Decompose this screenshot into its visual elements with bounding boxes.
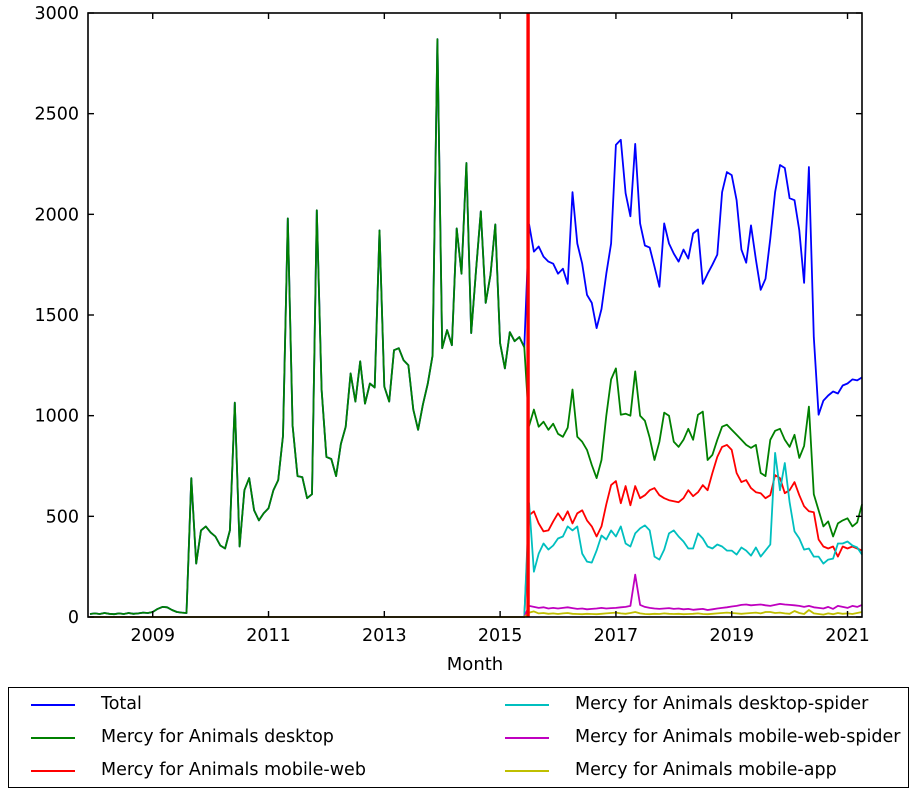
legend-item-mobile-web: Mercy for Animals mobile-web	[31, 754, 505, 787]
x-tick-label: 2009	[130, 626, 175, 646]
series-line-3	[90, 451, 863, 618]
x-tick-label: 2011	[246, 626, 291, 646]
legend-item-desktop: Mercy for Animals desktop	[31, 721, 505, 754]
legend-line-swatch-total	[31, 703, 75, 706]
legend-label-desktop: Mercy for Animals desktop	[101, 726, 334, 747]
chart-canvas: 0 500 1000 1500 2000 2500 3000 2009 2011 2013 2015…	[34, 4, 869, 675]
legend-label-desktop-spider: Mercy for Animals desktop-spider	[575, 693, 869, 714]
legend: Total Mercy for Animals desktop Mercy fo…	[8, 687, 909, 788]
legend-line-swatch-mobile-app	[505, 769, 549, 772]
x-tick-label: 2017	[594, 626, 639, 646]
legend-label-mobile-web-spider: Mercy for Animals mobile-web-spider	[575, 726, 901, 747]
axis-ticks	[88, 12, 862, 618]
legend-line-swatch-mobile-web	[31, 769, 75, 772]
y-tick-label: 500	[46, 507, 79, 527]
legend-label-total: Total	[101, 693, 142, 714]
y-tick-label: 2500	[34, 105, 79, 125]
y-tick-label: 1500	[34, 306, 79, 326]
legend-item-desktop-spider: Mercy for Animals desktop-spider	[505, 688, 908, 721]
legend-item-total: Total	[31, 688, 505, 721]
x-tick-label: 2015	[478, 626, 523, 646]
series-line-2	[90, 443, 863, 618]
x-tick-label: 2013	[362, 626, 407, 646]
series-line-0	[89, 38, 863, 616]
legend-label-mobile-app: Mercy for Animals mobile-app	[575, 759, 837, 780]
legend-line-swatch-desktop	[31, 736, 75, 739]
x-tick-label: 2019	[709, 626, 754, 646]
x-tick-label: 2021	[825, 626, 870, 646]
y-tick-label: 3000	[34, 4, 79, 24]
y-tick-label: 2000	[34, 205, 79, 225]
x-axis-label: Month	[447, 654, 503, 675]
legend-line-swatch-mobile-web-spider	[505, 736, 549, 739]
series-line-1	[89, 38, 863, 616]
series-line-5	[90, 609, 863, 618]
series-line-4	[90, 573, 863, 618]
legend-item-mobile-web-spider: Mercy for Animals mobile-web-spider	[505, 721, 908, 754]
y-tick-label: 1000	[34, 407, 79, 427]
y-tick-label: 0	[68, 608, 79, 628]
plot-frame	[87, 12, 863, 618]
axis-tick-labels: 0 500 1000 1500 2000 2500 3000 2009 2011 2013 2015…	[34, 4, 869, 646]
legend-line-swatch-desktop-spider	[505, 703, 549, 706]
legend-item-mobile-app: Mercy for Animals mobile-app	[505, 754, 908, 787]
series-lines	[89, 38, 863, 618]
legend-label-mobile-web: Mercy for Animals mobile-web	[101, 759, 366, 780]
